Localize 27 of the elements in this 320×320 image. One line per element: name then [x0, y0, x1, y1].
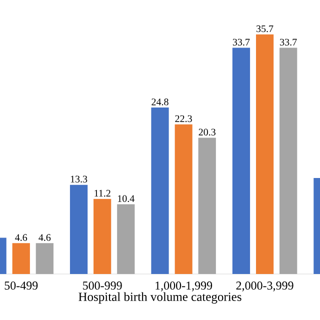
bar: [256, 34, 274, 274]
data-label: 22.3: [175, 115, 192, 122]
data-label: 4.6: [15, 234, 28, 241]
data-label: 10.4: [118, 195, 134, 202]
data-label: 13.3: [70, 176, 88, 183]
data-label: 11.2: [94, 190, 110, 197]
bar: [174, 124, 192, 274]
x-tick-label: 1,000-1,999: [156, 282, 212, 292]
x-tick-label: 2,000-3,999: [236, 282, 294, 292]
bar: [280, 48, 298, 274]
bar: [151, 108, 169, 274]
bar: [36, 243, 54, 274]
data-label: 24.8: [152, 98, 168, 106]
data-label: 33.7: [232, 38, 250, 46]
bar: [12, 243, 30, 274]
data-label: 35.7: [256, 25, 274, 32]
bar: [232, 48, 250, 274]
bar: [70, 184, 88, 274]
bar: [198, 138, 216, 274]
bar: [117, 204, 135, 274]
x-axis-title: Hospital birth volume categories: [78, 292, 242, 304]
x-tick-label: 500-999: [83, 282, 122, 290]
data-label: 20.3: [198, 128, 216, 136]
bar: [94, 198, 112, 274]
data-label: 33.7: [280, 38, 297, 46]
data-label: 4.6: [38, 234, 51, 241]
x-tick-label: 50-499: [4, 282, 38, 290]
